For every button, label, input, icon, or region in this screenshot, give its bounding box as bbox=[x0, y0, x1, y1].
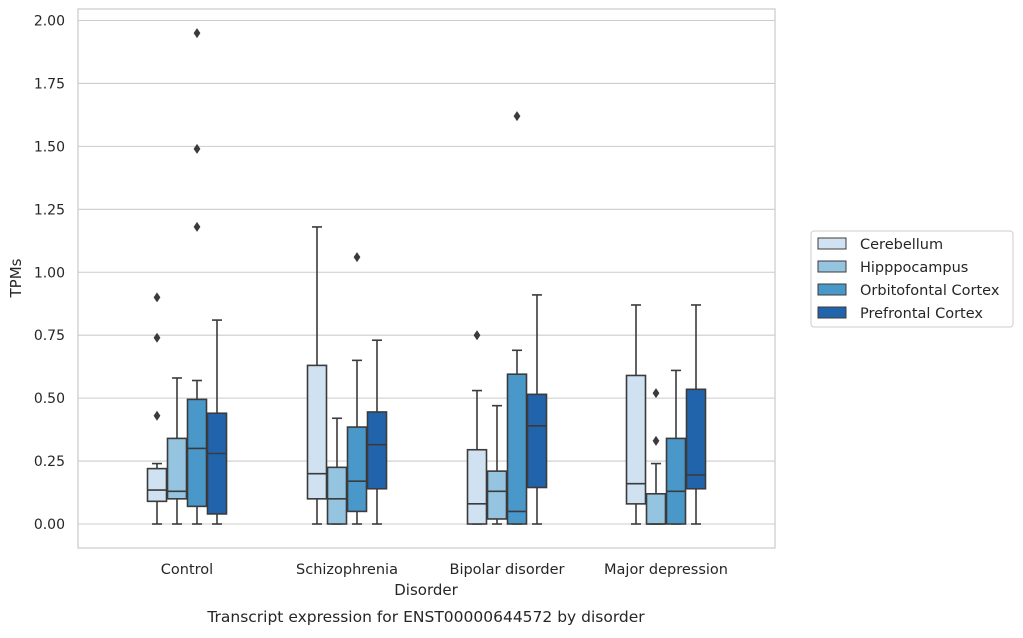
box-iqr bbox=[366, 411, 388, 490]
y-axis-ticks: 0.00 0.25 0.50 0.75 1.00 1.25 1.50 1.75 2.00 bbox=[34, 14, 65, 534]
outlier-point bbox=[193, 143, 201, 154]
legend-label: Prefrontal Cortex bbox=[860, 306, 983, 322]
legend-label: Hipppocampus bbox=[860, 260, 968, 276]
box-iqr bbox=[645, 492, 667, 525]
x-tick-label: Bipolar disorder bbox=[450, 562, 565, 578]
outlier-point bbox=[513, 111, 521, 122]
outlier-point bbox=[153, 292, 161, 303]
box-3-2 bbox=[665, 369, 687, 525]
y-tick-label: 1.00 bbox=[34, 265, 65, 281]
legend-swatch bbox=[817, 260, 847, 273]
legend: Cerebellum Hipppocampus Orbitofontal Corte… bbox=[810, 230, 1014, 328]
outlier-point bbox=[652, 435, 660, 446]
box-iqr bbox=[486, 470, 508, 520]
y-tick-label: 0.25 bbox=[34, 454, 65, 470]
boxes bbox=[146, 28, 707, 525]
box-3-0 bbox=[625, 304, 647, 525]
box-iqr bbox=[306, 364, 328, 500]
box-1-0 bbox=[306, 226, 328, 525]
box-iqr bbox=[146, 467, 168, 503]
outlier-point bbox=[193, 28, 201, 39]
legend-swatch bbox=[817, 283, 847, 296]
y-tick-label: 1.50 bbox=[34, 139, 65, 155]
box-iqr bbox=[506, 373, 528, 525]
box-iqr bbox=[526, 393, 548, 489]
box-3-3 bbox=[685, 304, 707, 525]
box-iqr bbox=[665, 437, 687, 525]
box-2-1 bbox=[486, 404, 508, 525]
box-2-0 bbox=[466, 330, 488, 525]
legend-label: Orbitofontal Cortex bbox=[860, 283, 1000, 299]
box-1-3 bbox=[366, 339, 388, 525]
outlier-point bbox=[193, 221, 201, 232]
box-iqr bbox=[166, 437, 188, 500]
y-tick-label: 1.75 bbox=[34, 76, 65, 92]
box-2-3 bbox=[526, 294, 548, 525]
box-2-2 bbox=[506, 111, 528, 525]
y-tick-label: 0.50 bbox=[34, 391, 65, 407]
box-iqr bbox=[206, 412, 228, 515]
box-3-1 bbox=[645, 388, 667, 525]
box-iqr bbox=[186, 398, 208, 508]
outlier-point bbox=[153, 332, 161, 343]
legend-swatch bbox=[817, 306, 847, 319]
chart-caption: Transcript expression for ENST0000064457… bbox=[206, 608, 645, 626]
y-tick-label: 0.75 bbox=[34, 328, 65, 344]
plot-frame bbox=[77, 8, 776, 549]
outlier-point bbox=[353, 252, 361, 263]
legend-swatch bbox=[817, 237, 847, 250]
x-tick-label: Major depression bbox=[604, 562, 728, 578]
outlier-point bbox=[153, 410, 161, 421]
box-iqr bbox=[326, 466, 348, 525]
y-tick-label: 2.00 bbox=[34, 14, 65, 30]
y-axis-label: TPMs bbox=[7, 258, 25, 298]
y-tick-label: 1.25 bbox=[34, 202, 65, 218]
x-axis-ticks: Control Schizophrenia Bipolar disorder Majo… bbox=[161, 562, 728, 578]
box-1-1 bbox=[326, 417, 348, 525]
y-tick-label: 0.00 bbox=[34, 517, 65, 533]
box-iqr bbox=[346, 426, 368, 513]
outlier-point bbox=[652, 388, 660, 399]
x-tick-label: Control bbox=[161, 562, 213, 578]
box-0-1 bbox=[166, 377, 188, 525]
box-iqr bbox=[625, 374, 647, 505]
box-0-0 bbox=[146, 292, 168, 525]
box-0-3 bbox=[206, 319, 228, 525]
x-axis-label: Disorder bbox=[394, 581, 458, 599]
box-0-2 bbox=[186, 28, 208, 525]
box-iqr bbox=[685, 388, 707, 490]
box-iqr bbox=[466, 448, 488, 525]
outlier-point bbox=[473, 330, 481, 341]
legend-label: Cerebellum bbox=[860, 237, 943, 253]
x-tick-label: Schizophrenia bbox=[296, 562, 398, 578]
box-1-2 bbox=[346, 252, 368, 525]
legend-frame bbox=[810, 230, 1014, 328]
